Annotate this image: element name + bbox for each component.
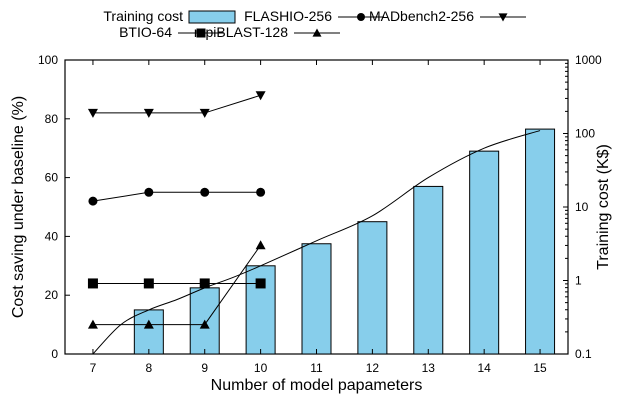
x-tick-label: 10	[254, 361, 268, 375]
legend-item-btio-64: BTIO-64	[119, 24, 224, 40]
y-right-tick-label: 1000	[575, 53, 602, 67]
y-axis-right-ticks: 0.1 1 10 100 1000	[563, 53, 602, 361]
legend-item-madbench2-256: MADbench2-256	[369, 8, 526, 24]
bar-13	[413, 185, 444, 355]
trend-curve-path	[92, 130, 541, 355]
x-tick-label: 15	[533, 361, 547, 375]
series-lines	[87, 91, 266, 329]
point-mpiblast-128-8	[143, 319, 154, 329]
y-axis-left-title: Cost saving under baseline (%)	[10, 96, 27, 318]
point-flashio-256-7	[88, 196, 98, 206]
bar-11	[301, 243, 332, 355]
legend-swatch	[188, 10, 236, 24]
point-madbench2-256-8	[143, 108, 154, 118]
legend-marker	[312, 28, 322, 37]
x-axis-title: Number of model papameters	[211, 377, 423, 394]
point-mpiblast-128-10	[255, 240, 266, 250]
point-madbench2-256-9	[199, 108, 210, 118]
point-btio-64-8	[143, 278, 154, 289]
series-flashio-256	[88, 187, 266, 206]
bar-15	[525, 128, 556, 355]
point-flashio-256-10	[256, 187, 266, 197]
point-flashio-256-8	[144, 187, 154, 197]
trend-curve	[92, 130, 541, 355]
point-btio-64-9	[199, 278, 210, 289]
series-line	[92, 191, 261, 202]
legend-label: mpiBLAST-128	[194, 24, 288, 40]
legend-item-training-cost: Training cost	[103, 8, 236, 24]
x-tick-label: 7	[90, 361, 97, 375]
legend-label: FLASHIO-256	[244, 8, 332, 24]
legend-item-flashio-256: FLASHIO-256	[244, 8, 384, 24]
x-tick-label: 13	[422, 361, 436, 375]
y-right-tick-label: 1	[575, 274, 582, 288]
point-btio-64-7	[87, 278, 98, 289]
x-tick-label: 11	[310, 361, 323, 375]
point-mpiblast-128-9	[199, 319, 210, 329]
point-madbench2-256-7	[87, 108, 98, 118]
point-mpiblast-128-7	[87, 319, 98, 329]
y-left-tick-label: 40	[45, 229, 59, 243]
bar-8	[133, 309, 164, 355]
y-left-tick-label: 20	[45, 288, 59, 302]
legend-item-mpiblast-128: mpiBLAST-128	[194, 24, 340, 40]
y-axis-right-title: Training cost (K$)	[595, 144, 612, 270]
y-left-tick-label: 60	[45, 171, 59, 185]
x-tick-label: 14	[477, 361, 491, 375]
series-btio-64	[87, 278, 266, 289]
y-right-tick-label: 10	[575, 200, 589, 214]
bar-12	[357, 221, 388, 355]
series-line	[92, 244, 262, 326]
legend-label: BTIO-64	[119, 24, 172, 40]
x-tick-label: 9	[201, 361, 208, 375]
y-left-tick-label: 80	[45, 112, 59, 126]
plot-area: 7 8 9 10 11 12 13 14 15 0 20 40 60 80 100 0.1 1 10 100 10…	[38, 53, 602, 375]
legend-label: MADbench2-256	[369, 8, 474, 24]
bars	[133, 128, 556, 355]
legend: Training cost FLASHIO-256 MADbench2-256 BTI…	[103, 8, 526, 40]
y-left-tick-label: 100	[38, 53, 58, 67]
series-mpiblast-128	[87, 240, 266, 329]
series-line	[92, 94, 261, 114]
y-axis-left-ticks: 0 20 40 60 80 100	[38, 53, 70, 361]
y-right-tick-label: 0.1	[575, 347, 592, 361]
legend-marker	[498, 13, 508, 22]
x-axis-ticks: 7 8 9 10 11 12 13 14 15	[90, 60, 547, 375]
bar-14	[469, 150, 500, 355]
y-left-tick-label: 0	[51, 347, 58, 361]
x-tick-label: 12	[366, 361, 380, 375]
point-btio-64-10	[255, 278, 266, 289]
series-madbench2-256	[87, 91, 266, 118]
y-right-tick-label: 100	[575, 127, 595, 141]
x-tick-label: 8	[145, 361, 152, 375]
legend-label: Training cost	[103, 8, 183, 24]
legend-marker	[357, 13, 365, 21]
point-flashio-256-9	[200, 187, 210, 197]
legend-marker	[196, 28, 206, 38]
point-madbench2-256-10	[255, 91, 266, 101]
